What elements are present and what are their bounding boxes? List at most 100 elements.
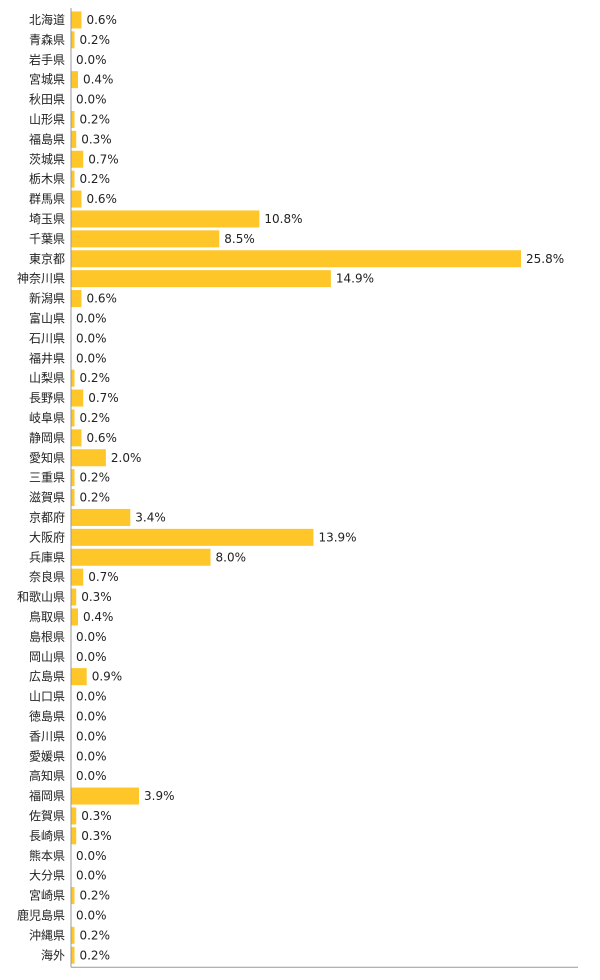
value-label: 0.6%: [86, 13, 117, 27]
bar: [71, 508, 131, 526]
value-label: 0.3%: [81, 132, 112, 146]
bar: [71, 548, 211, 566]
value-label: 8.5%: [224, 232, 255, 246]
value-label: 0.6%: [86, 292, 117, 306]
category-label: 埼玉県: [29, 212, 65, 226]
bar: [71, 290, 82, 308]
category-label: 大阪府: [29, 529, 65, 544]
category-label: 奈良県: [29, 569, 65, 584]
category-label: 静岡県: [29, 431, 65, 445]
bar: [71, 150, 84, 168]
value-label: 0.7%: [88, 152, 119, 166]
category-label: 鳥取県: [29, 609, 65, 624]
value-label: 0.0%: [76, 849, 107, 863]
value-label: 0.2%: [79, 411, 110, 425]
category-label: 島根県: [29, 629, 65, 644]
category-label: 福島県: [29, 131, 65, 146]
bar: [71, 449, 106, 467]
bar: [71, 110, 75, 128]
value-label: 0.0%: [76, 709, 107, 723]
bar: [71, 210, 260, 228]
category-label: 秋田県: [29, 93, 65, 107]
value-label: 0.0%: [76, 650, 107, 664]
value-label: 0.4%: [83, 73, 114, 87]
category-label: 香川県: [29, 729, 65, 743]
category-label: 山梨県: [29, 371, 65, 385]
value-label: 0.3%: [81, 590, 112, 604]
value-label: 0.0%: [76, 690, 107, 704]
bar: [71, 369, 75, 387]
category-label: 神奈川県: [17, 272, 65, 286]
value-label: 0.0%: [76, 630, 107, 644]
bar: [71, 668, 87, 686]
value-label: 0.2%: [79, 928, 110, 942]
value-label: 0.0%: [76, 769, 107, 783]
value-label: 0.7%: [88, 570, 119, 584]
bar: [71, 429, 82, 447]
bar: [71, 130, 77, 148]
value-label: 14.9%: [336, 272, 374, 286]
value-label: 0.6%: [86, 431, 117, 445]
category-label: 宮城県: [29, 72, 65, 87]
value-label: 0.4%: [83, 610, 114, 624]
category-label: 茨城県: [29, 152, 65, 166]
bar: [71, 409, 75, 427]
value-label: 0.2%: [79, 33, 110, 47]
category-label: 岩手県: [29, 52, 65, 67]
value-label: 0.9%: [92, 670, 123, 684]
value-label: 3.4%: [135, 510, 166, 524]
bar: [71, 926, 75, 944]
bar: [71, 807, 77, 825]
category-label: 千葉県: [29, 232, 65, 246]
value-label: 0.2%: [79, 948, 110, 962]
category-label: 長野県: [29, 391, 65, 405]
category-label: 宮崎県: [29, 888, 65, 903]
value-label: 0.0%: [76, 53, 107, 67]
value-label: 0.0%: [76, 749, 107, 763]
value-label: 0.6%: [86, 192, 117, 206]
bar: [71, 568, 84, 586]
value-label: 0.2%: [79, 471, 110, 485]
value-label: 0.7%: [88, 391, 119, 405]
bar: [71, 469, 75, 487]
category-label: 群馬県: [29, 192, 65, 206]
value-label: 10.8%: [264, 212, 302, 226]
bar: [71, 827, 77, 845]
value-label: 0.0%: [76, 351, 107, 365]
bar: [71, 11, 82, 29]
category-label: 新潟県: [29, 291, 65, 306]
category-label: 和歌山県: [17, 589, 65, 604]
category-label: 岐阜県: [29, 411, 65, 425]
bar: [71, 787, 140, 805]
category-label: 東京都: [29, 252, 65, 266]
value-label: 0.0%: [76, 311, 107, 325]
category-label: 愛媛県: [29, 749, 65, 763]
category-label: 長崎県: [29, 829, 65, 843]
bar: [71, 250, 521, 268]
bar: [71, 230, 220, 248]
bar: [71, 31, 75, 49]
bar: [71, 389, 84, 407]
bar: [71, 946, 75, 964]
category-label: 三重県: [29, 471, 65, 485]
labels-layer: 北海道 0.6% 青森県 0.2% 岩手県 0.0% 宮城県 0.4% 秋田県 0.0% 山形県 0.…: [17, 12, 564, 962]
bar: [71, 190, 82, 208]
category-label: 福岡県: [29, 788, 65, 803]
value-label: 0.2%: [79, 172, 110, 186]
category-label: 石川県: [29, 331, 65, 345]
category-label: 広島県: [29, 669, 65, 684]
category-label: 山形県: [29, 112, 65, 126]
value-label: 8.0%: [216, 550, 247, 564]
value-label: 0.2%: [79, 371, 110, 385]
category-label: 愛知県: [29, 451, 65, 465]
value-label: 13.9%: [318, 530, 356, 544]
value-label: 0.0%: [76, 331, 107, 345]
category-label: 富山県: [29, 310, 65, 325]
value-label: 0.0%: [76, 869, 107, 883]
value-label: 0.2%: [79, 112, 110, 126]
bar: [71, 608, 78, 626]
value-label: 2.0%: [111, 451, 142, 465]
value-label: 0.3%: [81, 809, 112, 823]
bar: [71, 270, 331, 288]
